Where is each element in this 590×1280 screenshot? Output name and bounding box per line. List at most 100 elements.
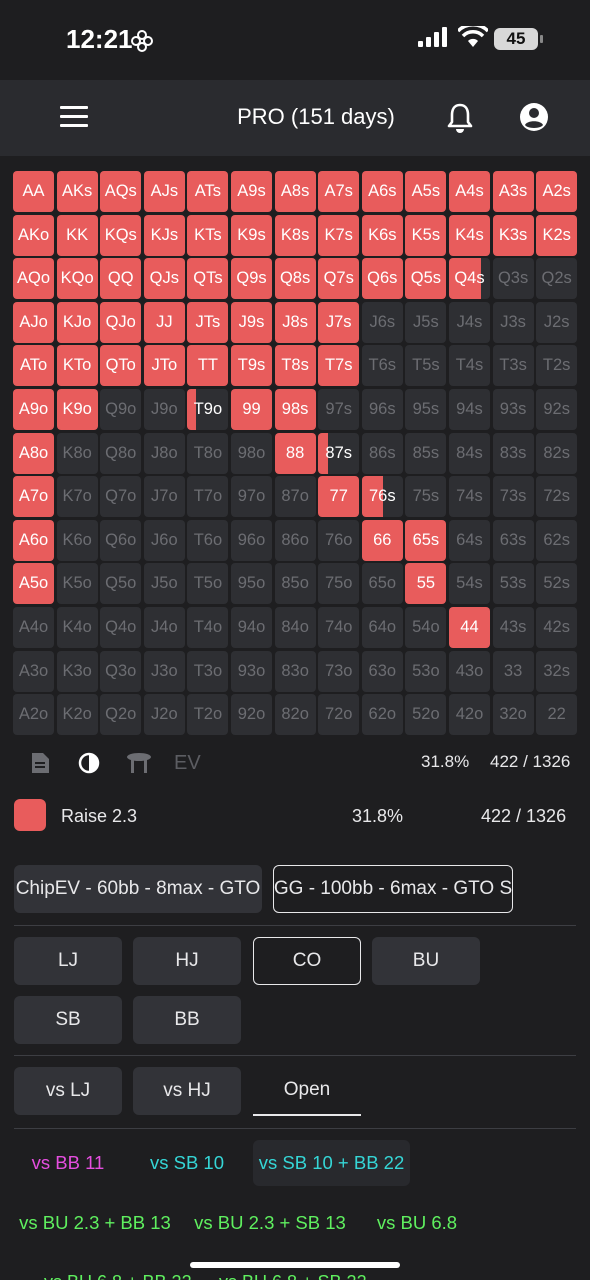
hand-cell-kqo[interactable]: KQo <box>56 258 98 300</box>
hand-cell-q7s[interactable]: Q7s <box>318 258 360 300</box>
hand-cell-qjs[interactable]: QJs <box>143 258 185 300</box>
hand-cell-a7o[interactable]: A7o <box>13 476 55 518</box>
hand-cell-a8o[interactable]: A8o <box>13 432 55 474</box>
hand-cell-jj[interactable]: JJ <box>143 301 185 343</box>
hand-cell-k8s[interactable]: K8s <box>274 214 316 256</box>
hand-cell-aqs[interactable]: AQs <box>100 171 142 213</box>
hand-cell-83o[interactable]: 83o <box>274 650 316 692</box>
hand-cell-k3s[interactable]: K3s <box>492 214 534 256</box>
hand-cell-ato[interactable]: ATo <box>13 345 55 387</box>
action-open-tab[interactable]: Open <box>253 1066 361 1116</box>
hand-cell-t2s[interactable]: T2s <box>536 345 578 387</box>
hand-cell-q9o[interactable]: Q9o <box>100 388 142 431</box>
hand-cell-74s[interactable]: 74s <box>448 476 491 518</box>
hand-cell-k8o[interactable]: K8o <box>56 432 98 474</box>
hand-cell-q2s[interactable]: Q2s <box>536 258 578 300</box>
hand-cell-t9o[interactable]: T9o <box>187 388 229 431</box>
hand-cell-q5s[interactable]: Q5s <box>405 258 447 300</box>
hand-cell-a2s[interactable]: A2s <box>536 171 578 213</box>
hand-cell-t8o[interactable]: T8o <box>187 432 229 474</box>
hand-cell-q3s[interactable]: Q3s <box>492 258 534 300</box>
hand-cell-85s[interactable]: 85s <box>405 432 447 474</box>
action-vs-lj-button[interactable]: vs LJ <box>14 1067 122 1115</box>
hand-cell-76o[interactable]: 76o <box>318 519 360 561</box>
hand-cell-kto[interactable]: KTo <box>56 345 98 387</box>
position-co-button[interactable]: CO <box>253 937 361 985</box>
hand-cell-87s[interactable]: 87s <box>318 432 360 474</box>
hand-cell-63s[interactable]: 63s <box>492 519 534 561</box>
hand-cell-99[interactable]: 99 <box>230 388 273 431</box>
menu-icon[interactable] <box>60 106 88 130</box>
hand-cell-42s[interactable]: 42s <box>536 606 578 649</box>
hand-cell-65s[interactable]: 65s <box>405 519 447 561</box>
hand-cell-73o[interactable]: 73o <box>318 650 360 692</box>
hand-cell-j9s[interactable]: J9s <box>230 301 273 343</box>
hand-cell-54o[interactable]: 54o <box>405 606 447 649</box>
hand-cell-qq[interactable]: QQ <box>100 258 142 300</box>
hand-cell-82s[interactable]: 82s <box>536 432 578 474</box>
hand-cell-42o[interactable]: 42o <box>448 694 491 736</box>
hand-cell-k9s[interactable]: K9s <box>230 214 273 256</box>
hand-cell-93o[interactable]: 93o <box>230 650 273 692</box>
hand-cell-ats[interactable]: ATs <box>187 171 229 213</box>
hand-cell-t2o[interactable]: T2o <box>187 694 229 736</box>
hand-cell-j8s[interactable]: J8s <box>274 301 316 343</box>
hand-cell-kjo[interactable]: KJo <box>56 301 98 343</box>
hand-cell-55[interactable]: 55 <box>405 563 447 605</box>
hand-cell-a9o[interactable]: A9o <box>13 388 55 431</box>
hand-cell-64s[interactable]: 64s <box>448 519 491 561</box>
hand-cell-kqs[interactable]: KQs <box>100 214 142 256</box>
hand-cell-53o[interactable]: 53o <box>405 650 447 692</box>
spot-vs-bu-6-8-bb-22[interactable]: vs BU 6.8 + BB 22 <box>44 1272 192 1280</box>
hand-cell-96o[interactable]: 96o <box>230 519 273 561</box>
hand-cell-94s[interactable]: 94s <box>448 388 491 431</box>
spot-vs-bu-2-3-sb-13[interactable]: vs BU 2.3 + SB 13 <box>194 1212 346 1233</box>
spot-vs-sb-10-bb-22[interactable]: vs SB 10 + BB 22 <box>253 1140 410 1186</box>
hand-cell-96s[interactable]: 96s <box>361 388 403 431</box>
hand-cell-t7s[interactable]: T7s <box>318 345 360 387</box>
hand-cell-k6o[interactable]: K6o <box>56 519 98 561</box>
hand-cell-j7o[interactable]: J7o <box>143 476 185 518</box>
hand-cell-92o[interactable]: 92o <box>230 694 273 736</box>
hand-cell-95o[interactable]: 95o <box>230 563 273 605</box>
hand-cell-33[interactable]: 33 <box>492 650 534 692</box>
hand-cell-t4o[interactable]: T4o <box>187 606 229 649</box>
hand-cell-a5o[interactable]: A5o <box>13 563 55 605</box>
hand-cell-72s[interactable]: 72s <box>536 476 578 518</box>
hand-cell-t8s[interactable]: T8s <box>274 345 316 387</box>
hand-cell-q8s[interactable]: Q8s <box>274 258 316 300</box>
position-bu-button[interactable]: BU <box>372 937 480 985</box>
hand-cell-t3s[interactable]: T3s <box>492 345 534 387</box>
hand-cell-73s[interactable]: 73s <box>492 476 534 518</box>
hand-cell-77[interactable]: 77 <box>318 476 360 518</box>
hand-cell-a8s[interactable]: A8s <box>274 171 316 213</box>
hand-cell-75o[interactable]: 75o <box>318 563 360 605</box>
document-icon[interactable] <box>30 752 50 774</box>
hand-cell-qts[interactable]: QTs <box>187 258 229 300</box>
hand-cell-k5o[interactable]: K5o <box>56 563 98 605</box>
hand-cell-aqo[interactable]: AQo <box>13 258 55 300</box>
contrast-icon[interactable] <box>78 752 100 774</box>
hand-cell-43s[interactable]: 43s <box>492 606 534 649</box>
spot-vs-bu-6-8[interactable]: vs BU 6.8 <box>376 1212 458 1233</box>
hand-cell-62o[interactable]: 62o <box>361 694 403 736</box>
hand-cell-97o[interactable]: 97o <box>230 476 273 518</box>
hand-cell-q4s[interactable]: Q4s <box>448 258 491 300</box>
hand-cell-q4o[interactable]: Q4o <box>100 606 142 649</box>
hand-cell-84s[interactable]: 84s <box>448 432 491 474</box>
hand-cell-k4o[interactable]: K4o <box>56 606 98 649</box>
hand-cell-98o[interactable]: 98o <box>230 432 273 474</box>
hand-cell-a4o[interactable]: A4o <box>13 606 55 649</box>
hand-cell-93s[interactable]: 93s <box>492 388 534 431</box>
hand-cell-76s[interactable]: 76s <box>361 476 403 518</box>
hand-cell-74o[interactable]: 74o <box>318 606 360 649</box>
hand-cell-ajo[interactable]: AJo <box>13 301 55 343</box>
hand-cell-53s[interactable]: 53s <box>492 563 534 605</box>
spot-vs-sb-10[interactable]: vs SB 10 <box>149 1152 225 1173</box>
hand-cell-q5o[interactable]: Q5o <box>100 563 142 605</box>
hand-cell-q6s[interactable]: Q6s <box>361 258 403 300</box>
hand-cell-k5s[interactable]: K5s <box>405 214 447 256</box>
hand-cell-jts[interactable]: JTs <box>187 301 229 343</box>
hand-cell-a7s[interactable]: A7s <box>318 171 360 213</box>
hand-cell-k2o[interactable]: K2o <box>56 694 98 736</box>
